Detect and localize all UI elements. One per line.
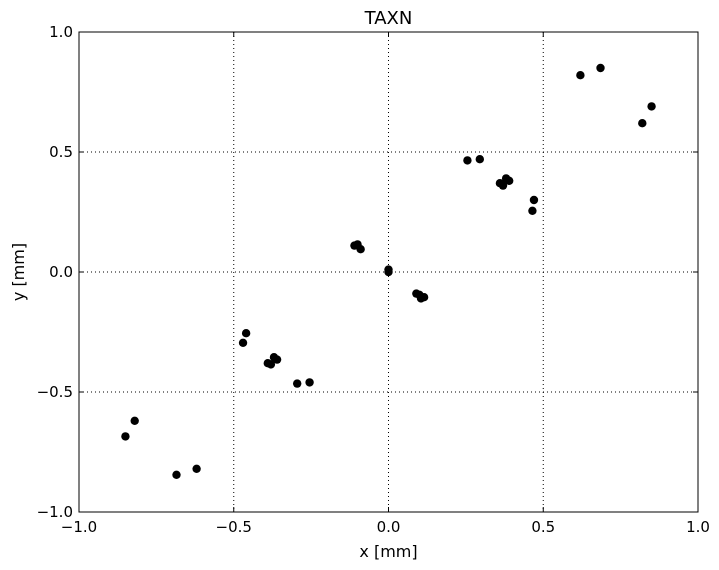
x-axis-label: x [mm]: [359, 542, 417, 561]
axis-ticks: [78, 31, 699, 513]
data-point: [238, 338, 248, 347]
data-point: [241, 329, 251, 338]
data-point: [266, 360, 276, 369]
data-point: [505, 176, 514, 185]
data-points: [121, 63, 656, 479]
data-point: [292, 379, 302, 388]
data-point: [121, 432, 130, 441]
y-tick-label: 1.0: [49, 23, 73, 41]
y-axis-label: y [mm]: [9, 243, 28, 301]
data-point: [529, 195, 539, 205]
tick-labels: −1.0 −0.5 0.0 0.5 1.0 −1.0 −0.5 0.0 0.5 1.0: [37, 23, 710, 536]
data-point: [498, 181, 508, 190]
data-point: [419, 293, 429, 302]
data-point: [384, 265, 393, 274]
x-tick-label: 0.5: [531, 518, 555, 536]
y-tick-label: −1.0: [37, 503, 73, 521]
data-point: [638, 119, 647, 128]
data-point: [647, 102, 656, 111]
data-point: [356, 245, 365, 254]
x-tick-label: 1.0: [686, 518, 710, 536]
data-point: [130, 416, 139, 425]
x-tick-label: −1.0: [61, 518, 97, 536]
data-point: [576, 71, 585, 80]
data-point: [305, 378, 314, 387]
x-tick-label: −0.5: [216, 518, 252, 536]
y-tick-label: −0.5: [37, 383, 73, 401]
data-point: [475, 155, 485, 164]
chart-title: TAXN: [364, 8, 413, 29]
data-point: [528, 206, 537, 215]
data-point: [272, 355, 282, 364]
data-point: [172, 470, 181, 479]
data-point: [192, 464, 201, 473]
data-point: [596, 63, 605, 73]
y-tick-label: 0.0: [49, 263, 73, 281]
data-point: [463, 156, 472, 165]
y-tick-label: 0.5: [49, 143, 73, 161]
x-tick-label: 0.0: [377, 518, 401, 536]
